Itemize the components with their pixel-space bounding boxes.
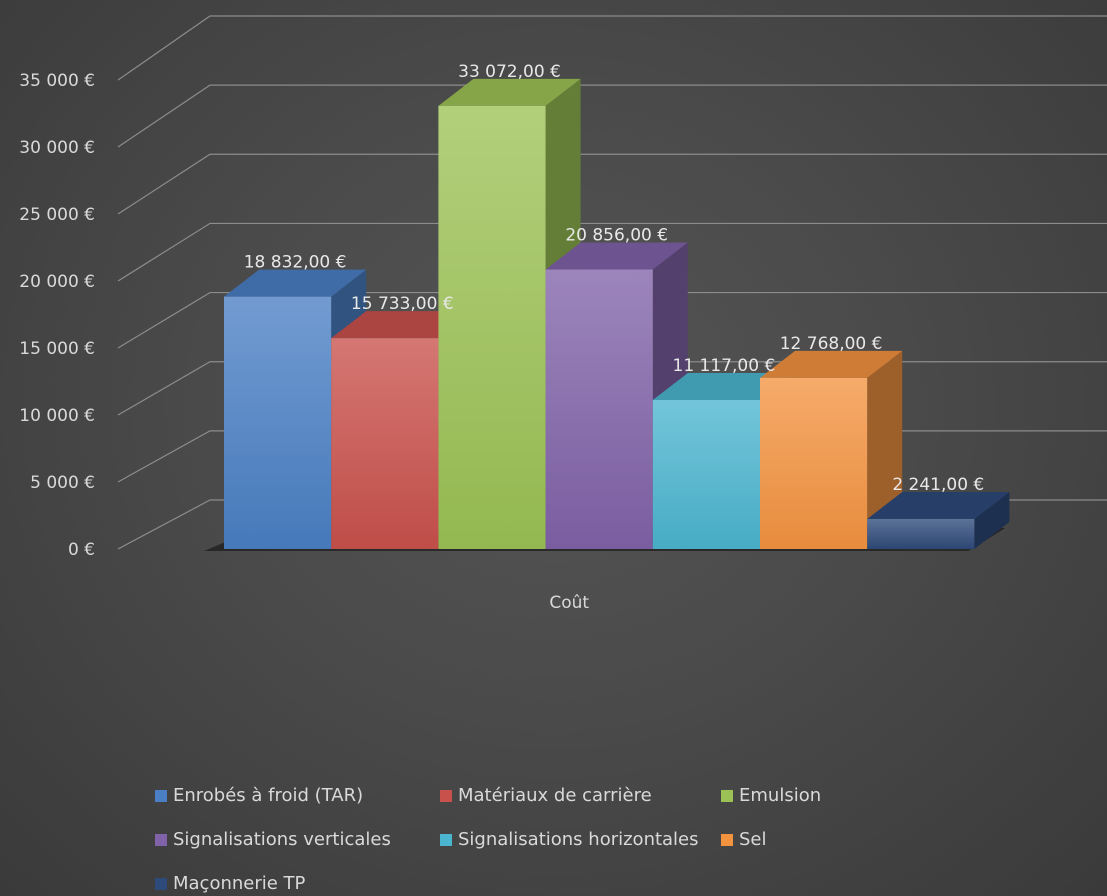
y-tick-label: 35 000 € [19,71,95,91]
gridline [117,153,1107,215]
bar-top [545,242,688,270]
gridline [117,15,1107,81]
bar-front [224,296,332,549]
y-tick-label: 15 000 € [19,339,95,359]
bar-front [331,338,439,549]
bar-top [224,269,367,297]
x-category-label: Coût [549,593,589,613]
bar-front [760,377,868,549]
y-tick-label: 20 000 € [19,272,95,292]
bar-front [867,518,975,549]
gridline [117,84,1107,148]
bar [224,269,367,549]
y-tick-label: 5 000 € [30,473,95,493]
bar [867,491,1010,549]
data-label: 20 856,00 € [565,226,668,246]
data-label: 2 241,00 € [892,475,984,495]
bar-top [652,373,795,401]
bar-front [545,269,653,549]
bar-front [652,400,760,549]
y-tick-label: 10 000 € [19,406,95,426]
bar [760,350,903,549]
gridline [117,222,1107,282]
data-label: 15 733,00 € [351,294,454,314]
bar-side [974,491,1010,549]
y-tick-label: 30 000 € [19,138,95,158]
bar-top [331,311,474,339]
y-tick-label: 0 € [68,540,95,560]
data-label: 11 117,00 € [673,356,776,376]
bar-front [438,105,546,549]
bar-top [867,491,1010,519]
data-label: 18 832,00 € [244,253,347,273]
bar-top [760,350,903,378]
y-tick-label: 25 000 € [19,205,95,225]
gridline [117,291,1107,349]
bar-top [438,78,581,106]
data-label: 12 768,00 € [780,334,883,354]
bar [438,78,581,549]
data-label: 33 072,00 € [458,62,561,82]
